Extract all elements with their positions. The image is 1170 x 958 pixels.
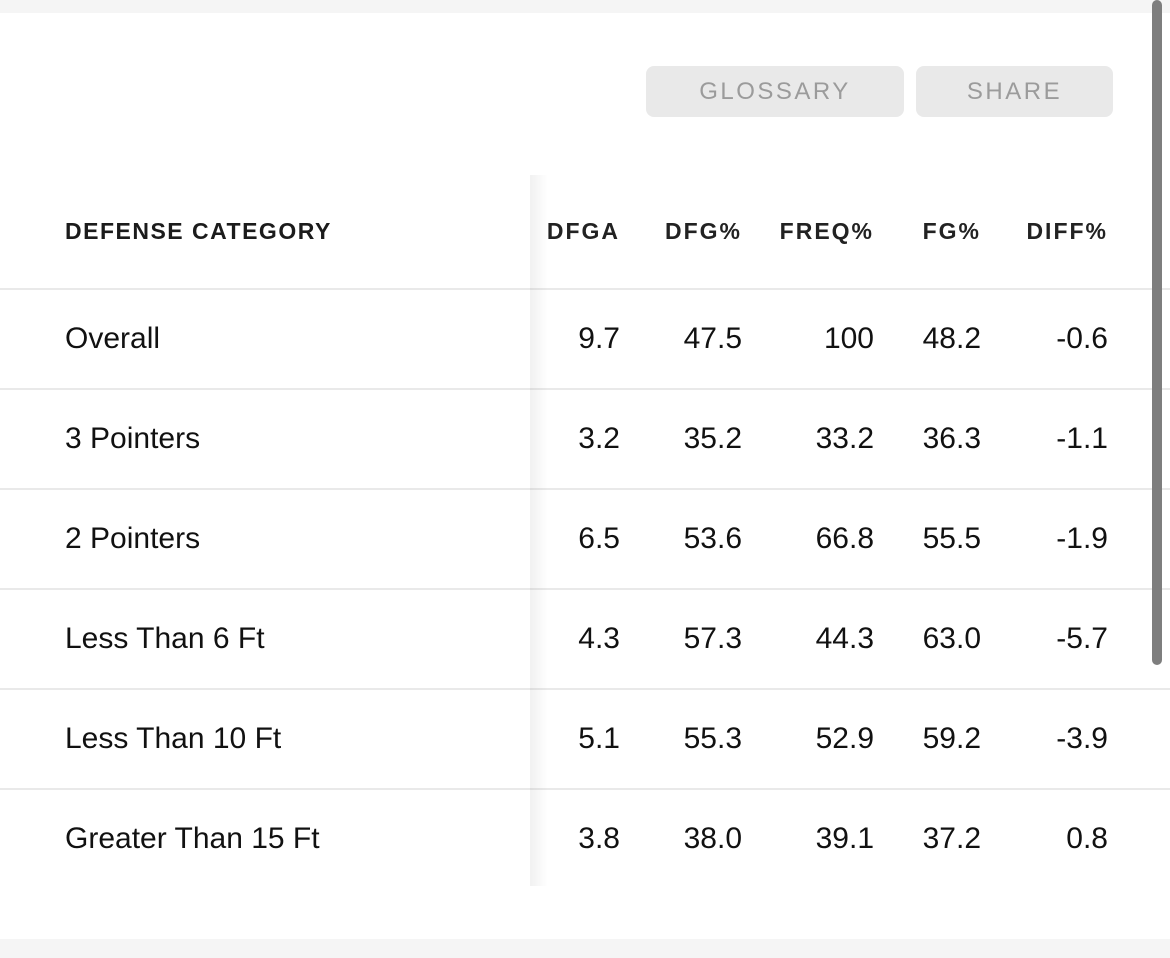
column-header-defense-category[interactable]: DEFENSE CATEGORY bbox=[65, 218, 332, 244]
cell-freq-pct: 66.8 bbox=[815, 522, 874, 555]
column-header-fg-pct[interactable]: FG% bbox=[922, 218, 981, 244]
toolbar: GLOSSARY SHARE bbox=[646, 66, 1113, 117]
column-header-dfga[interactable]: DFGA bbox=[546, 218, 620, 244]
cell-diff-pct: -1.1 bbox=[1056, 422, 1108, 455]
cell-freq-pct: 52.9 bbox=[815, 722, 874, 755]
row-category: Less Than 6 Ft bbox=[65, 622, 265, 655]
table-row: Less Than 6 Ft 4.3 57.3 44.3 63.0 -5.7 bbox=[0, 588, 1170, 688]
cell-dfg-pct: 35.2 bbox=[683, 422, 742, 455]
cell-fg-pct: 59.2 bbox=[922, 722, 981, 755]
cell-freq-pct: 39.1 bbox=[815, 822, 874, 855]
table-row: 3 Pointers 3.2 35.2 33.2 36.3 -1.1 bbox=[0, 388, 1170, 488]
row-category: Greater Than 15 Ft bbox=[65, 822, 320, 855]
cell-diff-pct: -1.9 bbox=[1056, 522, 1108, 555]
cell-dfga: 4.3 bbox=[578, 622, 620, 655]
cell-dfg-pct: 55.3 bbox=[683, 722, 742, 755]
cell-diff-pct: -0.6 bbox=[1056, 322, 1108, 355]
row-category: 3 Pointers bbox=[65, 422, 201, 455]
row-category: 2 Pointers bbox=[65, 522, 201, 555]
cell-freq-pct: 100 bbox=[823, 322, 874, 355]
scrollbar-thumb[interactable] bbox=[1152, 0, 1162, 665]
table-header-row: DEFENSE CATEGORY DFGA DFG% FREQ% FG% DIF… bbox=[0, 175, 1170, 288]
glossary-button[interactable]: GLOSSARY bbox=[646, 66, 904, 117]
cell-dfga: 3.8 bbox=[578, 822, 620, 855]
column-header-freq-pct[interactable]: FREQ% bbox=[779, 218, 874, 244]
table-row: Greater Than 15 Ft 3.8 38.0 39.1 37.2 0.… bbox=[0, 788, 1170, 888]
cell-diff-pct: 0.8 bbox=[1066, 822, 1108, 855]
defense-stats-table: DEFENSE CATEGORY DFGA DFG% FREQ% FG% DIF… bbox=[0, 175, 1170, 888]
cell-fg-pct: 55.5 bbox=[922, 522, 981, 555]
table-row: Less Than 10 Ft 5.1 55.3 52.9 59.2 -3.9 bbox=[0, 688, 1170, 788]
cell-dfg-pct: 47.5 bbox=[683, 322, 742, 355]
cell-dfga: 9.7 bbox=[578, 322, 620, 355]
bottom-edge-strip bbox=[0, 939, 1170, 958]
table-row: Overall 9.7 47.5 100 48.2 -0.6 bbox=[0, 288, 1170, 388]
cell-diff-pct: -5.7 bbox=[1056, 622, 1108, 655]
cell-dfga: 5.1 bbox=[578, 722, 620, 755]
column-header-dfg-pct[interactable]: DFG% bbox=[665, 218, 742, 244]
cell-dfga: 6.5 bbox=[578, 522, 620, 555]
cell-fg-pct: 36.3 bbox=[922, 422, 981, 455]
cell-diff-pct: -3.9 bbox=[1056, 722, 1108, 755]
cell-dfg-pct: 57.3 bbox=[683, 622, 742, 655]
cell-fg-pct: 37.2 bbox=[922, 822, 981, 855]
cell-fg-pct: 63.0 bbox=[922, 622, 981, 655]
row-category: Less Than 10 Ft bbox=[65, 722, 282, 755]
cell-freq-pct: 44.3 bbox=[815, 622, 874, 655]
cell-dfg-pct: 38.0 bbox=[683, 822, 742, 855]
row-category: Overall bbox=[65, 322, 161, 355]
cell-freq-pct: 33.2 bbox=[815, 422, 874, 455]
share-button[interactable]: SHARE bbox=[916, 66, 1113, 117]
cell-dfg-pct: 53.6 bbox=[683, 522, 742, 555]
cell-dfga: 3.2 bbox=[578, 422, 620, 455]
table-row: 2 Pointers 6.5 53.6 66.8 55.5 -1.9 bbox=[0, 488, 1170, 588]
cell-fg-pct: 48.2 bbox=[922, 322, 981, 355]
column-header-diff-pct[interactable]: DIFF% bbox=[1026, 218, 1108, 244]
top-edge-strip bbox=[0, 0, 1170, 13]
